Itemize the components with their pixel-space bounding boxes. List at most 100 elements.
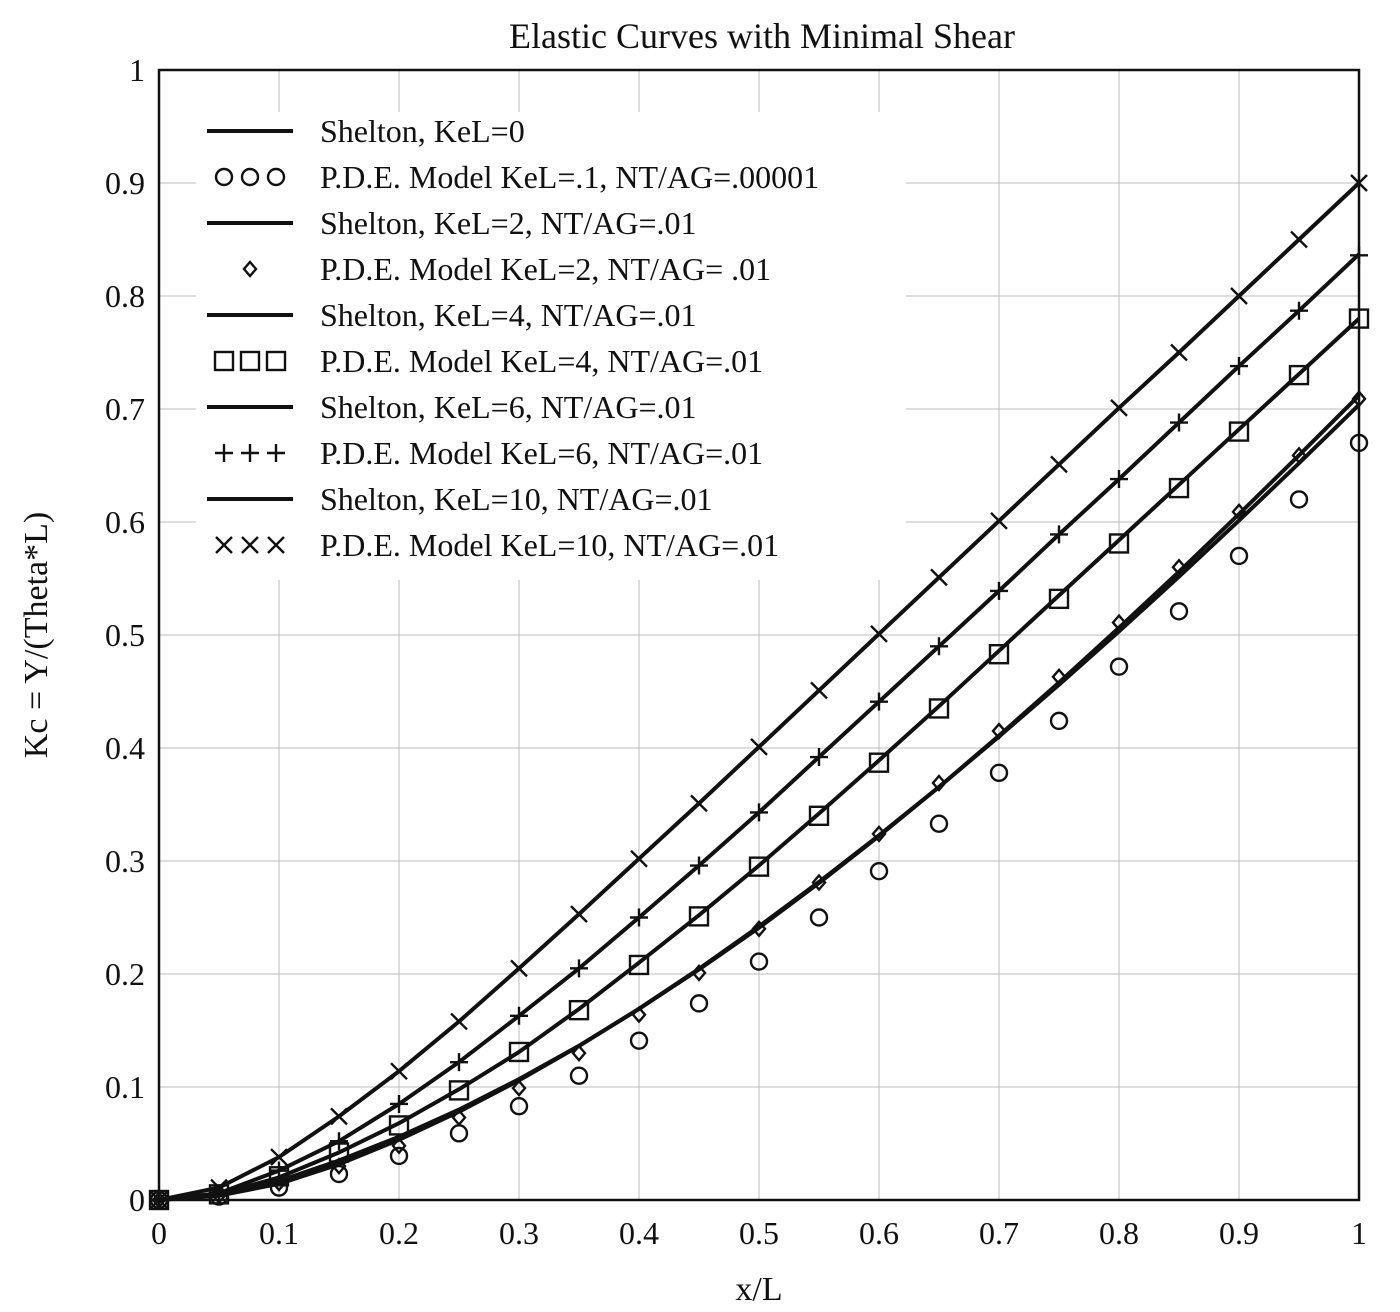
- data-point: [871, 825, 887, 843]
- legend-marker: [266, 167, 286, 187]
- y-tick-label: 0: [129, 1182, 145, 1218]
- data-point: [1231, 502, 1247, 521]
- legend-marker-swatch: [242, 260, 258, 278]
- y-axis-label: Kc = Y/(Theta*L): [18, 512, 55, 758]
- legend-marker-swatch: [215, 444, 285, 462]
- data-point: [628, 954, 650, 976]
- data-point: [451, 1108, 467, 1127]
- legend-label: P.D.E. Model KeL=4, NT/AG=.01: [320, 343, 763, 379]
- data-point: [1290, 301, 1308, 320]
- legend-marker: [265, 350, 287, 372]
- legend-entry: P.D.E. Model KeL=10, NT/AG=.01: [215, 527, 779, 563]
- data-point: [449, 1124, 469, 1143]
- data-point: [1169, 602, 1189, 621]
- data-point: [1109, 657, 1129, 676]
- legend-label: Shelton, KeL=2, NT/AG=.01: [320, 205, 697, 241]
- legend-marker-swatch: [215, 536, 285, 554]
- y-tick-label: 0.9: [105, 165, 145, 201]
- data-point: [930, 637, 948, 656]
- data-point: [930, 568, 948, 587]
- legend-entry: P.D.E. Model KeL=4, NT/AG=.01: [213, 343, 763, 379]
- axis-ticks: 0 0.1 0.2 0.3 0.4 0.5 0.6 0.7 0.8 0.9 1 0 0.1 0.2 0.3 0…: [105, 52, 1367, 1251]
- data-point: [989, 763, 1009, 783]
- data-point: [870, 692, 888, 711]
- legend-marker: [267, 444, 285, 462]
- data-point: [330, 1107, 348, 1126]
- data-point: [690, 794, 708, 813]
- data-point: [509, 1097, 529, 1116]
- series-line-4: [158, 317, 1361, 1202]
- legend-entry: Shelton, KeL=10, NT/AG=.01: [207, 481, 713, 517]
- data-point: [988, 644, 1010, 665]
- data-point: [1170, 413, 1188, 432]
- data-point: [510, 1006, 528, 1025]
- data-point: [990, 512, 1008, 530]
- data-point: [808, 805, 830, 826]
- legend-label: P.D.E. Model KeL=10, NT/AG=.01: [320, 527, 779, 563]
- data-point: [391, 1136, 407, 1155]
- data-point: [389, 1146, 409, 1166]
- data-point: [450, 1012, 468, 1031]
- series-markers-7: [150, 246, 1368, 1209]
- data-point: [809, 908, 829, 927]
- legend-marker: [240, 167, 260, 187]
- data-point: [270, 1161, 288, 1180]
- data-point: [1171, 558, 1187, 577]
- data-point: [329, 1164, 349, 1184]
- legend-marker-swatch: [214, 167, 286, 187]
- data-point: [990, 581, 1008, 600]
- legend-entry: P.D.E. Model KeL=.1, NT/AG=.00001: [214, 159, 819, 195]
- legend-entry: P.D.E. Model KeL=2, NT/AG= .01: [242, 251, 771, 287]
- legend-entry: Shelton, KeL=4, NT/AG=.01: [207, 297, 697, 333]
- legend: Shelton, KeL=0 P.D.E. Model KeL=.1, NT/AG…: [196, 112, 906, 580]
- y-tick-label: 1: [129, 52, 145, 88]
- data-point: [749, 952, 769, 971]
- y-tick-label: 0.3: [105, 843, 145, 879]
- data-point: [1230, 357, 1248, 376]
- plot-frame: [157, 68, 1361, 1202]
- legend-marker: [215, 536, 233, 554]
- series-line-2: [158, 393, 1361, 1202]
- legend-marker: [214, 167, 234, 187]
- legend-entry: Shelton, KeL=2, NT/AG=.01: [207, 205, 697, 241]
- legend-label: Shelton, KeL=4, NT/AG=.01: [320, 297, 697, 333]
- legend-marker: [267, 536, 285, 554]
- legend-label: Shelton, KeL=10, NT/AG=.01: [320, 481, 713, 517]
- legend-entry: Shelton, KeL=6, NT/AG=.01: [207, 389, 697, 425]
- data-point: [1229, 546, 1249, 566]
- x-tick-label: 0.9: [1219, 1215, 1259, 1251]
- data-point: [631, 1005, 647, 1024]
- data-point: [630, 908, 648, 927]
- x-tick-label: 0.6: [859, 1215, 899, 1251]
- data-point: [331, 1157, 347, 1175]
- y-tick-label: 0.1: [105, 1069, 145, 1105]
- x-tick-label: 0.4: [619, 1215, 659, 1251]
- data-point: [1170, 343, 1188, 362]
- data-point: [570, 905, 588, 923]
- y-tick-label: 0.8: [105, 278, 145, 314]
- y-tick-label: 0.4: [105, 730, 145, 766]
- data-point: [1111, 613, 1127, 632]
- data-point: [869, 861, 889, 881]
- data-point: [750, 738, 768, 756]
- x-axis-label: x/L: [735, 1271, 782, 1308]
- plot-series: [148, 174, 1370, 1211]
- legend-marker-swatch: [213, 350, 287, 372]
- data-point: [690, 856, 708, 875]
- chart-title: Elastic Curves with Minimal Shear: [509, 16, 1015, 56]
- legend-marker: [242, 260, 258, 278]
- data-point: [508, 1041, 530, 1063]
- data-point: [629, 1031, 649, 1050]
- x-tick-label: 0.3: [499, 1215, 539, 1251]
- data-point: [689, 994, 709, 1013]
- x-tick-label: 1: [1351, 1215, 1367, 1251]
- legend-entry: P.D.E. Model KeL=6, NT/AG=.01: [215, 435, 763, 471]
- data-point: [810, 681, 828, 700]
- data-point: [810, 748, 828, 767]
- data-point: [748, 856, 770, 877]
- data-point: [929, 814, 949, 833]
- y-tick-label: 0.5: [105, 617, 145, 653]
- x-tick-label: 0.5: [739, 1215, 779, 1251]
- legend-label: P.D.E. Model KeL=.1, NT/AG=.00001: [320, 159, 819, 195]
